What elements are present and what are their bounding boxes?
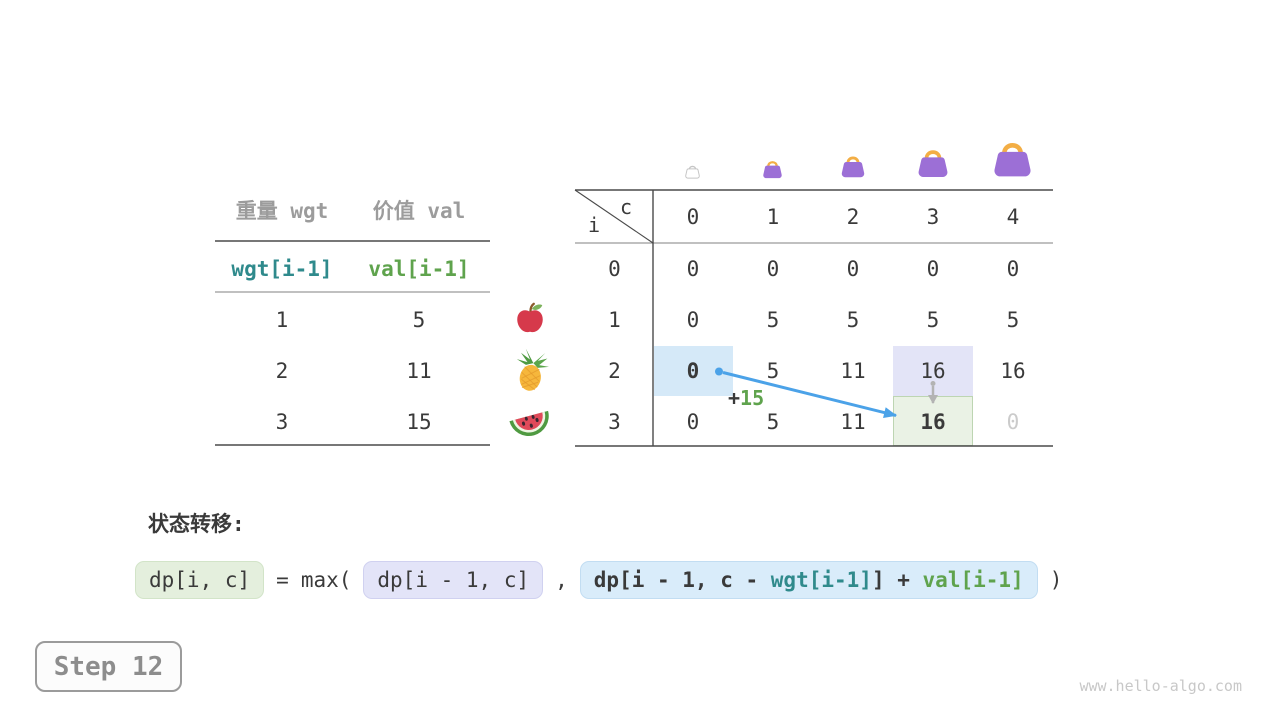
item-weight: 2 [275,359,289,383]
formula-comma: , [555,568,568,592]
dp-corner-row-label: i [587,213,601,237]
dp-cell-current: 16 [920,410,946,434]
item-weight: 3 [275,410,289,434]
formula-arg2-bracket: ] [871,568,885,592]
dp-cell: 5 [1006,308,1020,332]
bag-icon [841,156,865,178]
formula-max-open: max( [300,568,352,592]
formula-lhs: dp[i, c] [135,561,265,599]
pineapple-icon [516,348,549,391]
items-col-header-value: 价值 val [372,199,466,223]
dp-table-corner-diagonal [574,189,654,244]
dp-cell: 0 [686,257,700,281]
items-col-header-weight: 重量 wgt [235,199,329,223]
dp-col-header: 4 [1006,205,1020,229]
dp-col-header: 1 [766,205,780,229]
dp-corner-col-label: c [619,195,633,219]
dp-col-header: 3 [926,205,940,229]
dp-cell: 0 [926,257,940,281]
gray-arrow-origin-dot [930,381,936,386]
item-value: 11 [406,359,432,383]
items-subheader-wgt: wgt[i-1] [231,257,333,281]
bag-icon [763,161,782,179]
watermelon-icon [509,410,549,437]
dp-cell-pending: 0 [1006,410,1020,434]
watermark: www.hello-algo.com [1079,677,1242,695]
dp-cell: 5 [766,308,780,332]
dp-cell: 16 [1000,359,1026,383]
dp-cell: 5 [926,308,940,332]
dp-row-header: 2 [608,359,621,383]
item-value: 5 [412,308,426,332]
step-badge: Step 12 [35,641,182,692]
dp-col-header: 2 [846,205,860,229]
formula-arg2: dp[i - 1, c - wgt[i-1]] + val[i-1] [579,561,1038,599]
dp-cell-compare: 16 [920,359,946,383]
dp-row-header: 0 [608,257,621,281]
formula-equals: = [276,568,289,592]
dp-cell: 0 [766,257,780,281]
formula-arg2-wgt: wgt[i-1] [770,568,872,592]
dp-cell: 5 [846,308,860,332]
dp-row-header: 3 [608,410,621,434]
blue-arrow-origin-dot [715,367,723,376]
dp-cell: 0 [686,308,700,332]
dp-cell: 11 [840,359,866,383]
formula-arg2-val: val[i-1] [922,568,1024,592]
dp-cell-source: 0 [686,359,700,383]
formula-arg2-prefix: dp[i - 1, c - [593,568,771,592]
dp-cell: 0 [686,410,700,434]
dp-cell: 0 [1006,257,1020,281]
dp-cell: 5 [766,410,780,434]
dp-cell: 11 [840,410,866,434]
bag-empty-icon [685,165,700,179]
formula-close-paren: ) [1049,568,1063,592]
added-value: 15 [740,386,765,410]
plus-sign: + [728,386,741,410]
bag-icon [918,150,948,177]
items-subheader-val: val[i-1] [368,257,470,281]
formula-arg2-plus: + [884,568,923,592]
section-label-state-transition: 状态转移: [148,512,245,536]
dp-cell: 5 [766,359,780,383]
item-value: 15 [406,410,432,434]
bag-icon [994,143,1031,177]
formula-arg1: dp[i - 1, c] [363,561,544,599]
transfer-arrow-icon [722,371,897,418]
dp-row-header: 1 [608,308,621,332]
state-transition-formula: dp[i, c] = max( dp[i - 1, c] , dp[i - 1,… [135,558,1062,602]
dp-cell: 0 [846,257,860,281]
add-value-annotation: +15 [728,386,764,410]
dp-col-header: 0 [686,205,700,229]
apple-icon [517,302,543,333]
item-weight: 1 [275,308,289,332]
